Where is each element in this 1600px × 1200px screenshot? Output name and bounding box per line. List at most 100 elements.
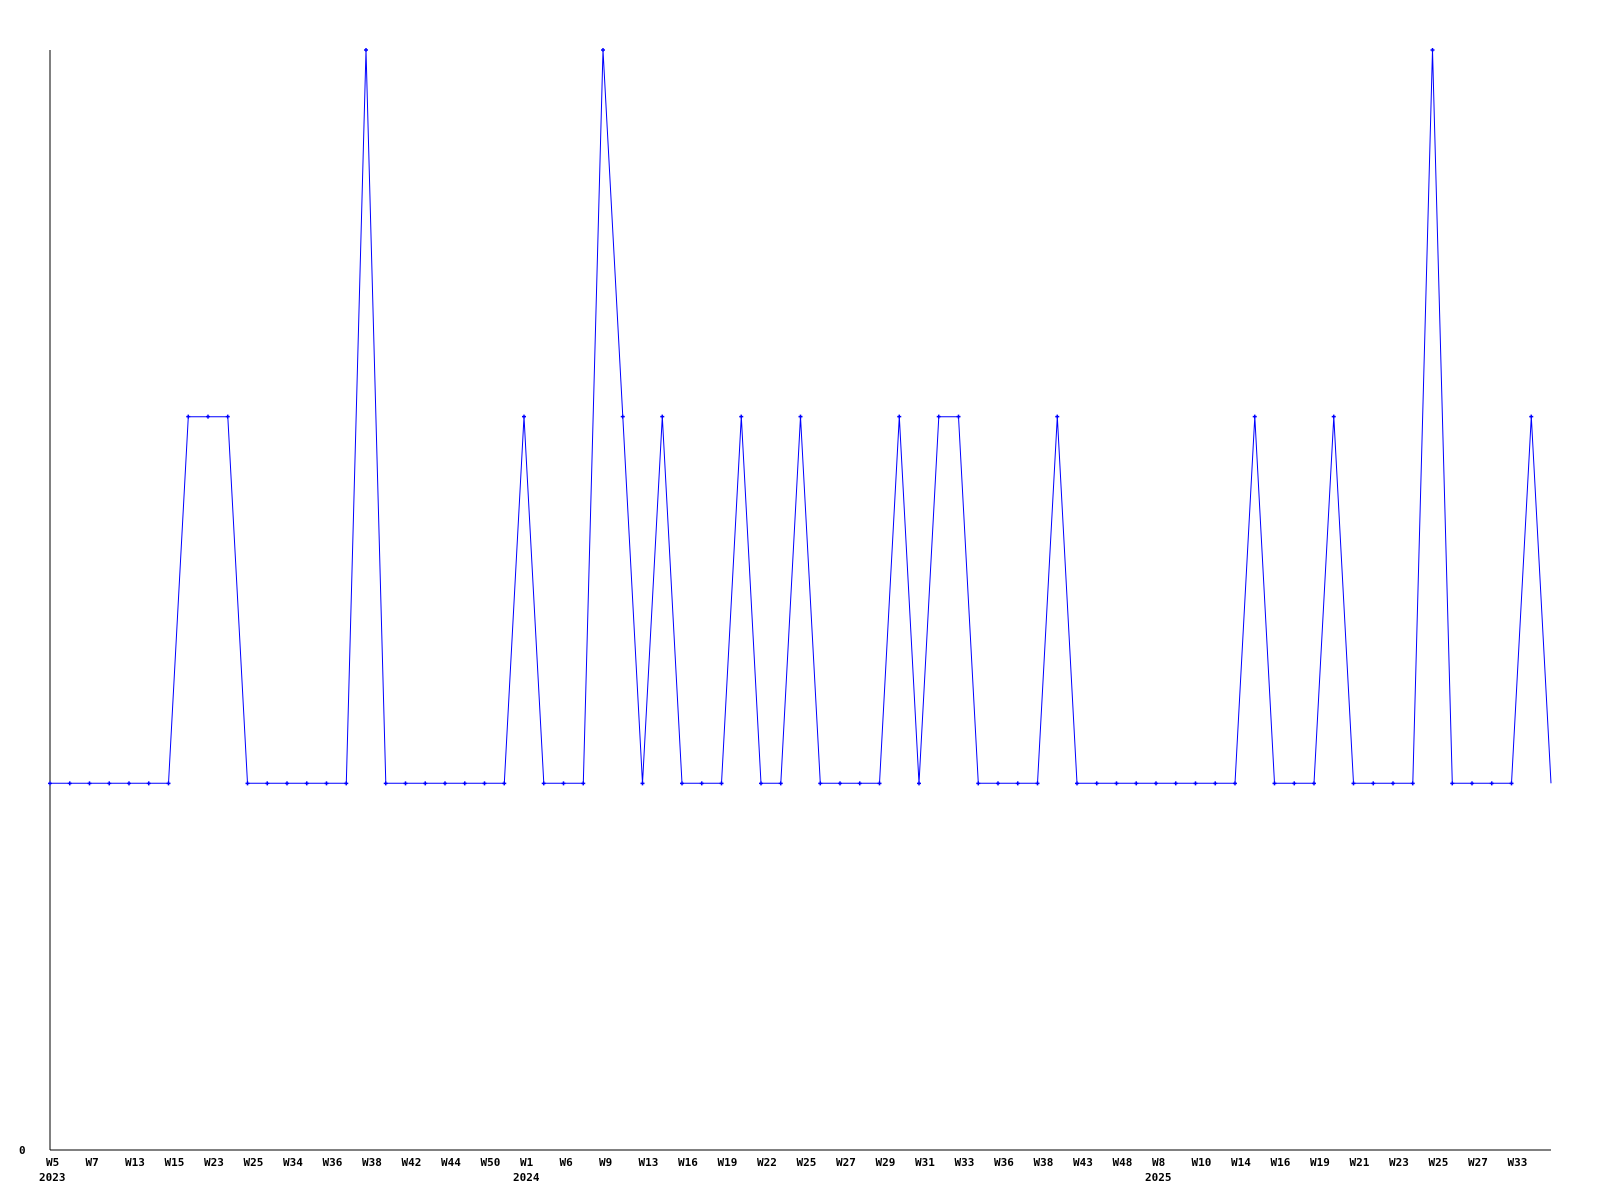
x-tick-label: W33 <box>955 1156 975 1169</box>
data-point <box>1055 414 1060 419</box>
data-point <box>423 781 428 786</box>
x-tick-label: W16 <box>1271 1156 1291 1169</box>
y-tick-label: 0 <box>19 1144 26 1157</box>
data-point <box>304 781 309 786</box>
data-point <box>1410 781 1415 786</box>
data-point <box>1252 414 1257 419</box>
data-point <box>857 781 862 786</box>
data-point <box>1154 781 1158 786</box>
x-tick-label: W14 <box>1231 1156 1251 1169</box>
x-tick-label: W9 <box>599 1156 612 1169</box>
data-point <box>107 781 112 786</box>
data-point <box>1193 781 1198 786</box>
data-point <box>699 781 704 786</box>
data-point <box>739 414 744 419</box>
x-tick-label: W44 <box>441 1156 461 1169</box>
data-point <box>443 781 447 786</box>
x-tick-label: W6 <box>560 1156 574 1169</box>
data-point <box>1015 781 1020 786</box>
data-point <box>285 781 289 786</box>
data-point <box>245 781 250 786</box>
data-point <box>48 781 52 786</box>
data-point <box>976 781 981 786</box>
data-point <box>601 48 605 52</box>
x-tick-label: W25 <box>244 1156 264 1169</box>
x-tick-label: W29 <box>876 1156 896 1169</box>
data-point <box>877 781 882 786</box>
data-point <box>522 414 526 419</box>
data-point <box>462 781 467 786</box>
data-point <box>798 414 803 419</box>
data-point <box>1509 781 1514 786</box>
x-tick-label: W25 <box>1429 1156 1449 1169</box>
x-tick-label: W31 <box>915 1156 935 1169</box>
x-tick-label: W19 <box>1310 1156 1330 1169</box>
data-point <box>1272 781 1277 786</box>
data-point <box>1173 781 1178 786</box>
data-point <box>482 781 487 786</box>
data-point <box>581 781 586 786</box>
data-point <box>778 781 783 786</box>
x-tick-label: W7 <box>86 1156 99 1169</box>
x-tick-label: W42 <box>402 1156 422 1169</box>
data-point <box>1312 781 1316 786</box>
x-tick-label: W16 <box>678 1156 698 1169</box>
x-tick-label: W34 <box>283 1156 303 1169</box>
data-point <box>719 781 724 786</box>
data-point <box>1489 781 1494 786</box>
data-point <box>67 781 72 786</box>
data-point <box>1331 414 1336 419</box>
data-point <box>1075 781 1079 786</box>
data-point <box>1213 781 1218 786</box>
data-point <box>1450 781 1455 786</box>
data-point <box>502 781 507 786</box>
data-point <box>759 781 763 786</box>
data-point <box>1114 781 1119 786</box>
x-tick-label: W36 <box>323 1156 343 1169</box>
x-tick-label: W36 <box>994 1156 1014 1169</box>
data-point <box>146 781 151 786</box>
x-tick-label: W23 <box>204 1156 224 1169</box>
x-tick-label: W10 <box>1192 1156 1212 1169</box>
data-point <box>1233 781 1237 786</box>
x-tick-label: W8 <box>1152 1156 1165 1169</box>
data-point <box>660 414 665 419</box>
data-point <box>680 781 684 786</box>
data-point <box>383 781 388 786</box>
data-point <box>1371 781 1376 786</box>
x-tick-label: W27 <box>836 1156 856 1169</box>
x-tick-label: W15 <box>165 1156 185 1169</box>
x-tick-label: W33 <box>1508 1156 1528 1169</box>
data-point <box>344 781 349 786</box>
data-point <box>1292 781 1297 786</box>
x-tick-label: W38 <box>1034 1156 1054 1169</box>
data-point <box>87 781 92 786</box>
data-point <box>640 781 645 786</box>
x-tick-label: W19 <box>718 1156 738 1169</box>
data-point <box>364 48 368 52</box>
year-label: 2025 <box>1145 1171 1172 1184</box>
data-point <box>166 781 171 786</box>
data-point <box>897 414 902 419</box>
x-tick-label: W21 <box>1350 1156 1370 1169</box>
x-tick-label: W13 <box>639 1156 659 1169</box>
data-point <box>1430 48 1435 52</box>
data-point <box>403 781 408 786</box>
x-tick-label: W1 <box>520 1156 534 1169</box>
data-point <box>541 781 546 786</box>
x-tick-label: W27 <box>1468 1156 1488 1169</box>
data-point <box>324 781 329 786</box>
x-tick-label: W13 <box>125 1156 145 1169</box>
x-tick-label: W38 <box>362 1156 382 1169</box>
data-point <box>561 781 566 786</box>
data-point <box>620 414 625 419</box>
data-point <box>936 414 941 419</box>
data-point <box>127 781 131 786</box>
data-point <box>1094 781 1099 786</box>
data-point <box>838 781 842 786</box>
x-tick-label: W5 <box>46 1156 59 1169</box>
data-point <box>956 414 961 419</box>
year-label: 2024 <box>513 1171 540 1184</box>
x-tick-label: W50 <box>481 1156 501 1169</box>
